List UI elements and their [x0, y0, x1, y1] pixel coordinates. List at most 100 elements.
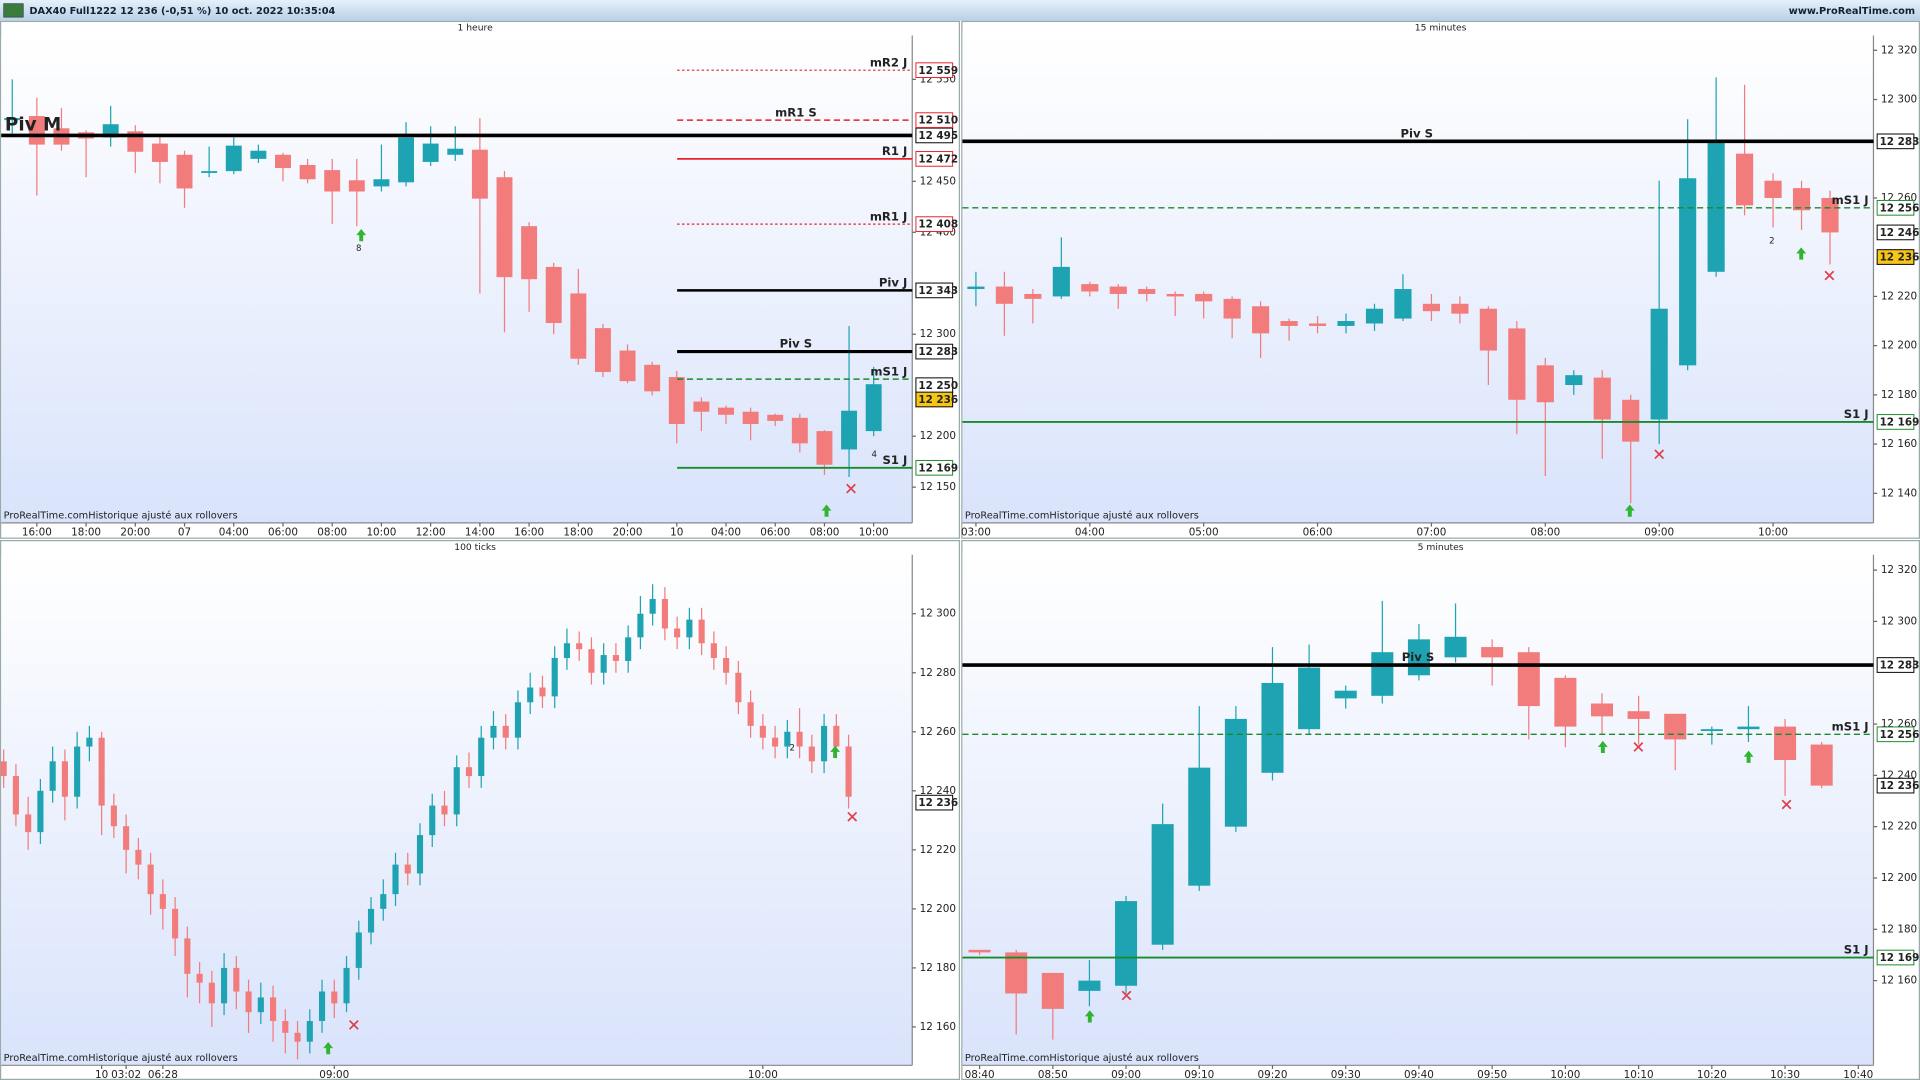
candle-body — [110, 805, 117, 827]
candle-body — [221, 967, 228, 1004]
x-tick-label: 09:20 — [1258, 1069, 1288, 1080]
candle-body — [208, 982, 215, 1004]
candle-body — [995, 286, 1013, 304]
level-name: S1 J — [883, 453, 908, 467]
candle-body — [294, 1032, 301, 1042]
candle-body — [1334, 690, 1357, 699]
level-tag: 12 408 — [918, 219, 958, 231]
price-tag: 12 236 — [1880, 252, 1920, 264]
candle-body — [225, 145, 242, 172]
candle-body — [668, 377, 685, 424]
candle-body — [176, 154, 193, 189]
candle-body — [791, 417, 808, 444]
price-tag: 12 236 — [1880, 780, 1920, 792]
candle-body — [299, 164, 316, 180]
x-tick-label: 08:00 — [1530, 527, 1560, 539]
candle-body — [661, 598, 668, 629]
candle-body — [1554, 677, 1577, 727]
candle-body — [1052, 266, 1070, 297]
candle-body — [496, 177, 513, 278]
x-tick-label: 10:20 — [1697, 1069, 1727, 1080]
candle-body — [644, 364, 661, 392]
candle-body — [196, 973, 203, 983]
candle-body — [1109, 286, 1127, 294]
level-name: Piv S — [780, 337, 813, 351]
candle-body — [747, 702, 754, 726]
candle-body — [1737, 726, 1760, 730]
candle-body — [1479, 308, 1497, 351]
candle-body — [551, 657, 558, 697]
candle-body — [619, 350, 636, 382]
candle-body — [1138, 289, 1156, 294]
candle-body — [865, 384, 882, 432]
candle-body — [86, 737, 93, 747]
level-tag-box — [915, 459, 954, 476]
level-tag: 12 169 — [1880, 952, 1920, 964]
candle-body — [355, 932, 362, 968]
level-name: Piv S — [1402, 650, 1435, 664]
level-name: Piv M — [5, 115, 61, 136]
candle-body — [348, 180, 365, 192]
candle-body — [1700, 729, 1723, 732]
level-tag: 12 343 — [918, 285, 958, 297]
y-tick-label: 12 300 — [1881, 615, 1917, 627]
candle-body — [649, 598, 656, 614]
candle-body — [1422, 303, 1440, 312]
candle-body — [0, 761, 7, 777]
header-site[interactable]: www.ProRealTime.com — [1789, 6, 1915, 17]
y-tick-label: 12 300 — [920, 328, 956, 340]
candle-body — [447, 148, 464, 155]
panel-title: 100 ticks — [454, 542, 496, 553]
candle-body — [742, 411, 759, 424]
x-tick-label: 06:00 — [268, 527, 298, 539]
candle-body — [1593, 377, 1611, 420]
y-tick-label: 12 300 — [1881, 94, 1917, 106]
plot-area — [1, 35, 913, 523]
app-icon[interactable] — [3, 3, 24, 18]
candle-body — [159, 894, 166, 909]
level-tag-box — [915, 112, 954, 128]
level-tag-box — [1876, 657, 1915, 673]
candle-body — [1041, 972, 1064, 1009]
candle-body — [1115, 901, 1138, 986]
level-tag: 12 283 — [918, 346, 958, 358]
candle-body — [1261, 682, 1284, 773]
candle-body — [441, 805, 448, 815]
x-tick-label: 06:00 — [1303, 527, 1333, 539]
candle-body — [25, 814, 32, 833]
x-tick-label: 10:10 — [1624, 1069, 1654, 1080]
candle-body — [563, 643, 570, 658]
level-name: mS1 J — [1832, 193, 1869, 207]
level-name: S1 J — [1844, 407, 1869, 421]
candle-body — [1078, 980, 1101, 991]
y-tick-label: 12 160 — [920, 1021, 956, 1033]
x-tick-label: 04:00 — [219, 527, 249, 539]
panel-title: 1 heure — [457, 23, 493, 34]
candle-body — [1252, 306, 1270, 334]
y-tick-label: 12 160 — [1881, 438, 1917, 450]
header-title: DAX40 Full1222 12 236 (-0,51 %) 10 oct. … — [29, 6, 335, 17]
level-name: mR1 S — [775, 105, 817, 119]
y-tick-label: 12 220 — [920, 844, 956, 856]
x-tick-label: 08:00 — [809, 527, 839, 539]
candle-body — [1365, 308, 1384, 324]
candle-body — [845, 746, 852, 797]
x-tick-label: 20:00 — [613, 527, 643, 539]
x-tick-label: 16:00 — [22, 527, 52, 539]
y-tick-label: 12 180 — [1881, 923, 1917, 935]
signal-count: 2 — [790, 744, 795, 754]
candle-body — [1627, 711, 1650, 719]
candle-body — [392, 864, 399, 895]
candle-body — [796, 731, 803, 747]
x-tick-label: 08:40 — [965, 1069, 995, 1080]
level-tag: 12 510 — [918, 115, 958, 127]
candle-body — [61, 761, 68, 797]
candle-body — [967, 286, 985, 290]
candle-body — [37, 790, 44, 833]
level-name: S1 J — [1844, 943, 1869, 957]
level-tag: 12 256 — [1880, 729, 1920, 741]
candle-body — [471, 149, 488, 199]
candle-body — [49, 761, 56, 791]
candle-body — [1371, 652, 1394, 696]
